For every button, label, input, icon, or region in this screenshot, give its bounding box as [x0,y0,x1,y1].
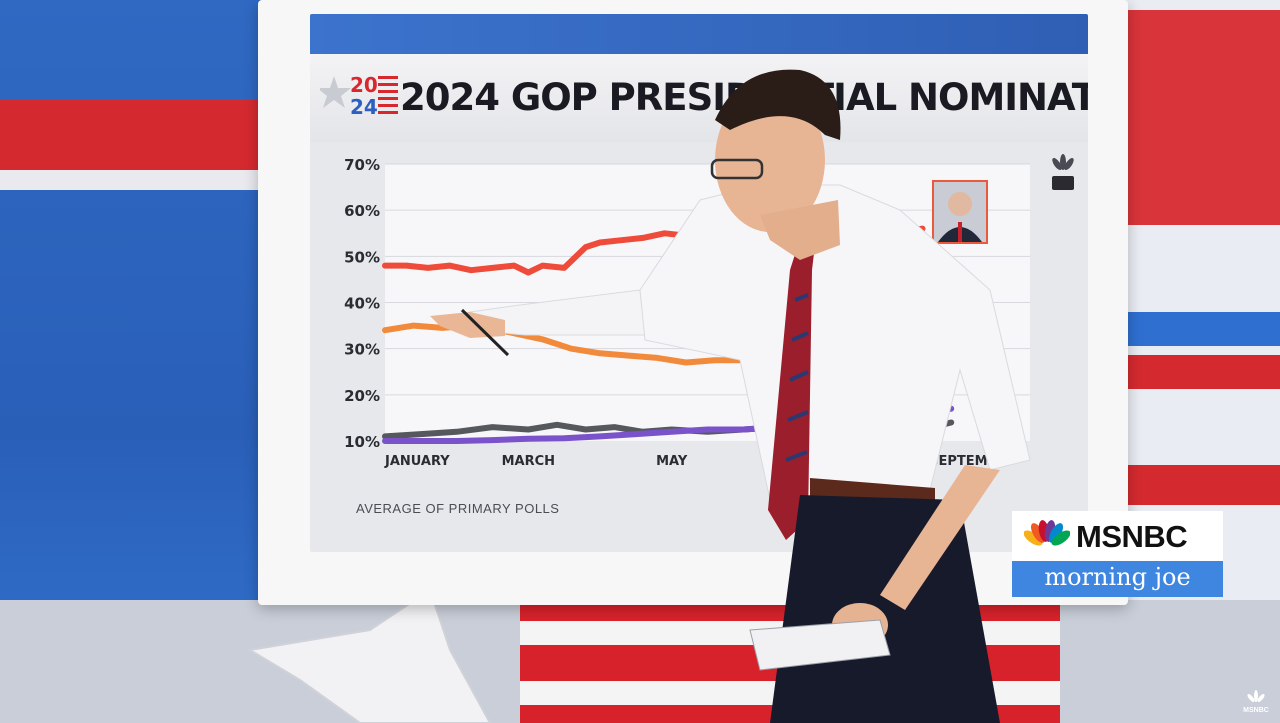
show-name: morning joe [1044,563,1191,591]
y-tick-label: 30% [344,341,380,359]
y-tick-label: 60% [344,202,380,220]
poll-line-chart: 70% 60% 50% 40% 30% 20% 10% JANUARY MARCH MAY JULY… [344,156,1030,469]
title-bar [310,54,1088,142]
podium-stripes [520,585,1060,723]
corner-network-label: MSNBC [1243,707,1269,714]
wall-stripe-blue [1120,312,1280,346]
y-tick-label: 70% [344,156,380,174]
wall-stripe-red [0,100,260,170]
network-name: MSNBC [1076,519,1188,554]
network-bug: MSNBC morning joe [1012,511,1223,597]
y-tick-label: 20% [344,387,380,405]
x-tick-label: SEPTEM [929,454,987,469]
touchscreen: 20 24 2024 GOP PRESIDENTIAL NOMINATION 7… [310,14,1088,552]
x-tick-label: JULY [798,454,831,469]
wall-stripe-red-2 [1120,355,1280,389]
y-tick-label: 50% [344,248,380,266]
x-tick-label: MAY [656,454,688,469]
y-tick-label: 40% [344,295,380,313]
x-tick-label: MARCH [502,454,555,469]
screen-header-band [310,14,1088,54]
corner-peacock-icon [1247,690,1265,703]
svg-text:20: 20 [350,73,378,97]
corner-watermark: MSNBC [1240,690,1272,720]
nbc-peacock-icon [1052,154,1074,190]
wall-stripe-red-3 [1120,465,1280,505]
svg-text:24: 24 [350,95,378,119]
bug-bottom: morning joe [1012,561,1223,597]
person-icon [938,192,982,242]
wall-stripe-white [0,170,260,190]
2024-logo-icon: 20 24 [320,73,398,119]
chart-footnote: AVERAGE OF PRIMARY POLLS [356,501,560,516]
x-tick-label: JANUARY [384,454,450,469]
wall-panel-red [1120,10,1280,225]
y-tick-label: 10% [344,433,380,451]
candidate-photo [932,180,988,244]
bug-top: MSNBC [1012,511,1223,561]
peacock-logo-icon [1024,520,1070,546]
star-decor-icon [247,590,492,723]
